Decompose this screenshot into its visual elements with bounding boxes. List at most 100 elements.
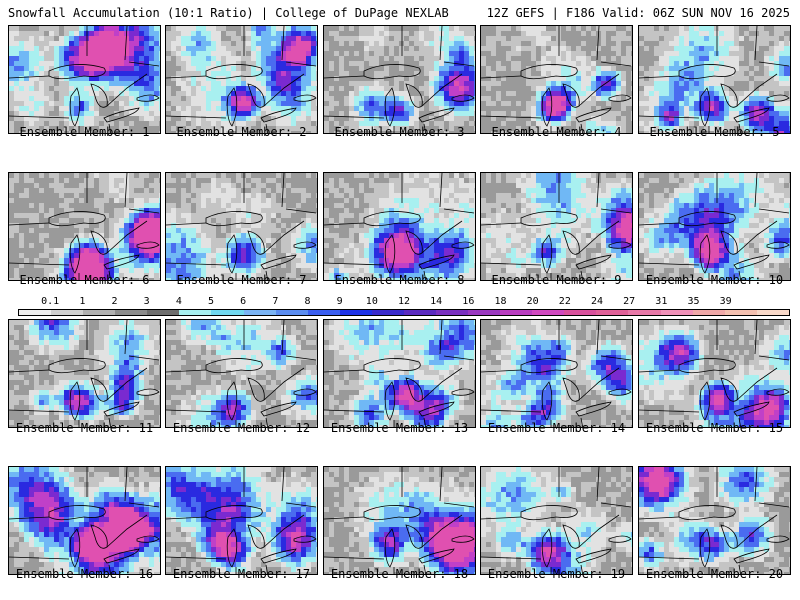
snowfall-field — [166, 26, 317, 133]
colorbar: 0.1 1 2 3 4 5 6 7 8 9 10 12 14 16 18 20 22 24 27 31 35 39 — [8, 296, 792, 318]
ensemble-member-map — [165, 172, 318, 281]
colorbar-tick-label: 10 — [365, 296, 378, 307]
colorbar-tick-label: 5 — [207, 296, 215, 307]
snowfall-field — [166, 320, 317, 427]
colorbar-segment — [660, 310, 693, 315]
snowfall-field — [166, 173, 317, 280]
ensemble-member-map — [323, 319, 476, 428]
colorbar-segment — [532, 310, 565, 315]
ensemble-member-map — [480, 172, 633, 281]
snowfall-field — [9, 26, 160, 133]
ensemble-member-label: Ensemble Member: 10 — [645, 273, 784, 287]
snowfall-field — [639, 173, 790, 280]
ensemble-member-map — [8, 172, 161, 281]
basemap-lines — [166, 173, 317, 280]
snowfall-field — [9, 320, 160, 427]
snowfall-field — [639, 467, 790, 574]
basemap-lines — [324, 467, 475, 574]
colorbar-segment — [243, 310, 276, 315]
ensemble-member-label: Ensemble Member: 12 — [172, 421, 311, 435]
colorbar-tick-label: 0.1 — [41, 296, 60, 307]
ensemble-member-label: Ensemble Member: 6 — [19, 273, 150, 287]
ensemble-member-map — [480, 466, 633, 575]
ensemble-member-label: Ensemble Member: 16 — [15, 567, 154, 581]
ensemble-member-label: Ensemble Member: 1 — [19, 125, 150, 139]
ensemble-member-map — [638, 25, 791, 134]
basemap-lines — [639, 173, 790, 280]
ensemble-member-map — [323, 466, 476, 575]
basemap-lines — [166, 320, 317, 427]
colorbar-segment — [115, 310, 148, 315]
basemap-lines — [481, 467, 632, 574]
ensemble-member-label: Ensemble Member: 14 — [487, 421, 626, 435]
colorbar-segment — [596, 310, 629, 315]
ensemble-member-map — [638, 172, 791, 281]
basemap-lines — [324, 173, 475, 280]
colorbar-segment — [51, 310, 84, 315]
colorbar-tick-label: 27 — [623, 296, 636, 307]
colorbar-segment — [179, 310, 212, 315]
ensemble-member-map — [8, 319, 161, 428]
ensemble-member-map — [323, 172, 476, 281]
ensemble-member-map — [323, 25, 476, 134]
map-title: Snowfall Accumulation (10:1 Ratio) | Col… — [8, 6, 449, 20]
colorbar-tick-label: 22 — [558, 296, 571, 307]
ensemble-member-map — [165, 25, 318, 134]
basemap-lines — [481, 173, 632, 280]
colorbar-tick-label: 20 — [526, 296, 539, 307]
basemap-lines — [9, 467, 160, 574]
colorbar-segment — [371, 310, 404, 315]
ensemble-member-label: Ensemble Member: 4 — [491, 125, 622, 139]
snowfall-field — [324, 173, 475, 280]
ensemble-member-map — [8, 25, 161, 134]
ensemble-member-label: Ensemble Member: 7 — [176, 273, 307, 287]
ensemble-member-map — [8, 466, 161, 575]
snowfall-field — [9, 467, 160, 574]
ensemble-member-label: Ensemble Member: 15 — [645, 421, 784, 435]
ensemble-member-label: Ensemble Member: 2 — [176, 125, 307, 139]
colorbar-segment — [403, 310, 437, 315]
colorbar-tick-label: 2 — [111, 296, 118, 307]
ensemble-member-map — [638, 319, 791, 428]
basemap-lines — [9, 320, 160, 427]
basemap-lines — [639, 320, 790, 427]
colorbar-tick-label: 12 — [397, 296, 411, 307]
colorbar-segment — [628, 310, 661, 315]
colorbar-segment — [19, 310, 52, 315]
basemap-lines — [639, 26, 790, 133]
colorbar-segment — [500, 310, 533, 315]
colorbar-tick-label: 7 — [272, 296, 279, 307]
colorbar-scale — [18, 309, 790, 316]
colorbar-segment — [436, 310, 469, 315]
colorbar-tick-label: 4 — [175, 296, 182, 307]
colorbar-segment — [275, 310, 308, 315]
colorbar-tick-label: 3 — [143, 296, 150, 307]
colorbar-tick-label: 16 — [462, 296, 475, 307]
snowfall-field — [324, 320, 475, 427]
ensemble-member-label: Ensemble Member: 5 — [649, 125, 780, 139]
snowfall-field — [481, 173, 632, 280]
colorbar-tick-label: 31 — [655, 296, 668, 307]
ensemble-member-label: Ensemble Member: 18 — [330, 567, 469, 581]
basemap-lines — [9, 173, 160, 280]
ensemble-member-label: Ensemble Member: 20 — [645, 567, 784, 581]
run-valid-time: 12Z GEFS | F186 Valid: 06Z SUN NOV 16 20… — [486, 6, 790, 20]
ensemble-member-map — [165, 466, 318, 575]
snowfall-field — [639, 320, 790, 427]
basemap-lines — [166, 467, 317, 574]
colorbar-tick-label: 9 — [336, 296, 343, 307]
snowfall-field — [166, 467, 317, 574]
colorbar-tick-label: 1 — [79, 296, 86, 307]
ensemble-member-label: Ensemble Member: 13 — [330, 421, 469, 435]
basemap-lines — [324, 26, 475, 133]
colorbar-tick-label: 8 — [304, 296, 311, 307]
colorbar-segment — [307, 310, 340, 315]
ensemble-member-map — [480, 25, 633, 134]
colorbar-segment — [724, 310, 757, 315]
snowfall-field — [481, 467, 632, 574]
basemap-lines — [9, 26, 160, 133]
snowfall-field — [481, 320, 632, 427]
basemap-lines — [324, 320, 475, 427]
colorbar-segment — [692, 310, 725, 315]
colorbar-segment — [756, 310, 789, 315]
